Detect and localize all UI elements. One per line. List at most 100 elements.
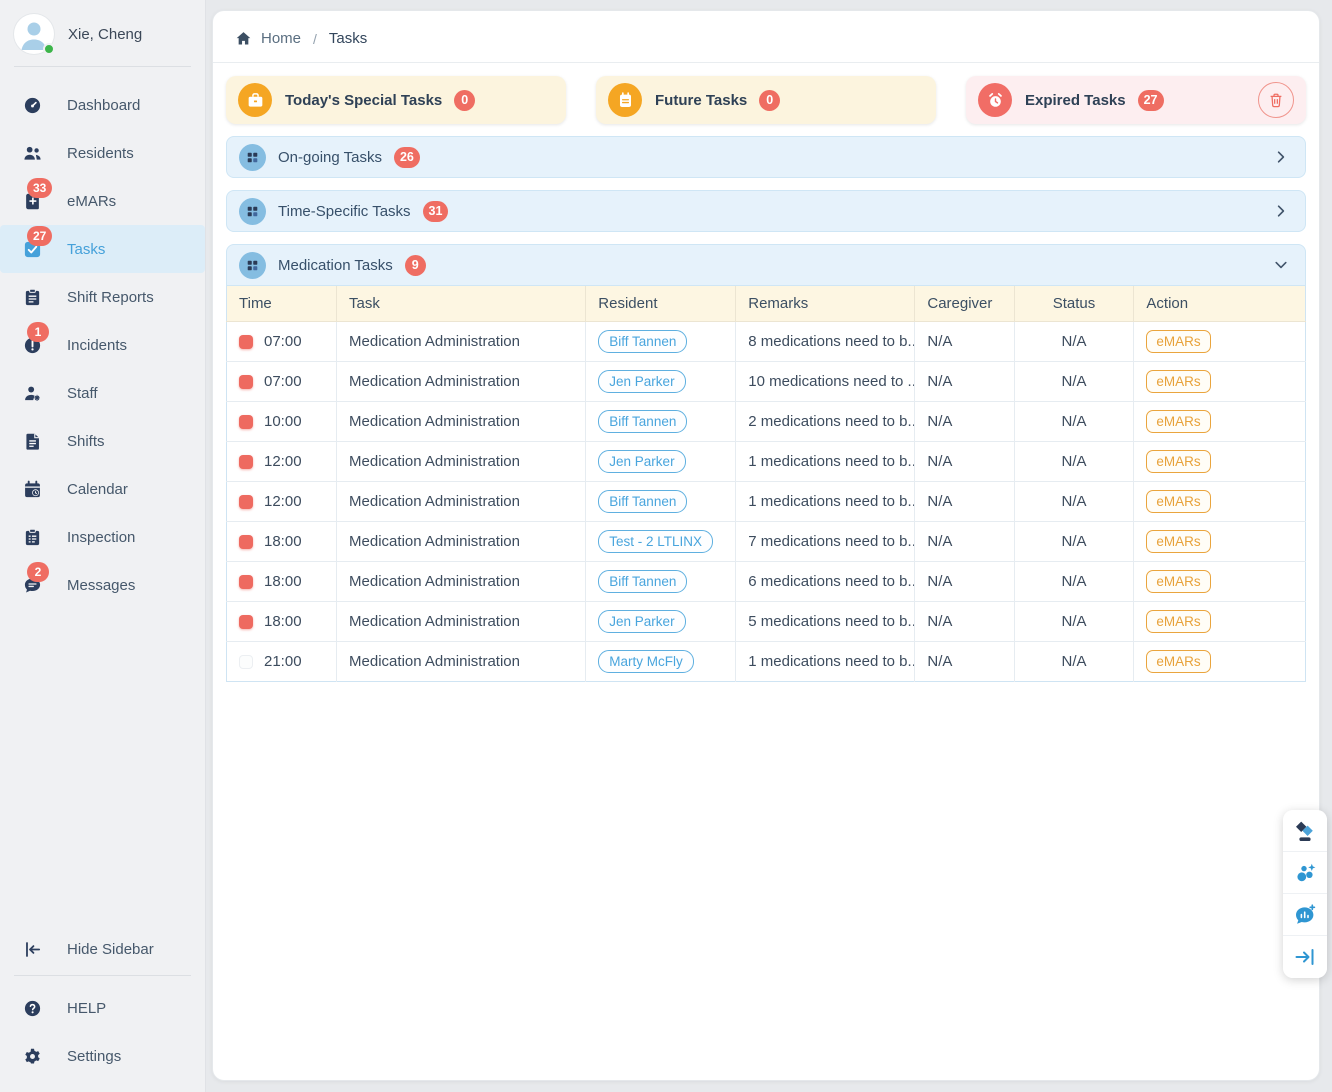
cell-resident: Jen Parker [586,362,736,402]
breadcrumb-home-link[interactable]: Home [261,30,301,47]
task-status-square-filled[interactable] [239,335,253,349]
expired-tasks-card[interactable]: Expired Tasks 27 [966,76,1306,124]
card-title: Future Tasks [655,92,747,109]
section-count-badge: 31 [423,201,449,222]
emars-action-button[interactable]: eMARs [1146,370,1210,393]
ltlinx-widget-button[interactable] [1283,810,1327,852]
cell-status: N/A [1014,482,1134,522]
task-status-square-empty[interactable] [239,655,253,669]
cell-caregiver: N/A [915,442,1014,482]
page: Xie, Cheng DashboardResidents33eMARs27Ta… [0,0,1332,1092]
user-name: Xie, Cheng [68,26,142,43]
task-status-square-filled[interactable] [239,455,253,469]
todays-special-tasks-card[interactable]: Today's Special Tasks 0 [226,76,566,124]
sidebar-item-label: HELP [67,1000,106,1017]
sidebar-item-dashboard[interactable]: Dashboard [0,81,205,129]
table-row: 10:00Medication AdministrationBiff Tanne… [227,402,1306,442]
delete-expired-tasks-button[interactable] [1258,82,1294,118]
task-status-square-filled[interactable] [239,415,253,429]
section-title: On-going Tasks [278,149,382,166]
cell-task: Medication Administration [337,322,586,362]
shift-reports-icon [22,287,42,307]
cell-status: N/A [1014,522,1134,562]
cell-resident: Jen Parker [586,602,736,642]
task-status-square-filled[interactable] [239,615,253,629]
emars-action-button[interactable]: eMARs [1146,650,1210,673]
ai-assistant-button[interactable] [1283,852,1327,894]
task-status-square-filled[interactable] [239,375,253,389]
sidebar-item-label: Staff [67,385,98,402]
help-icon [22,998,42,1018]
column-header-resident: Resident [586,286,736,322]
task-time: 18:00 [264,573,302,590]
sidebar-item-hide-sidebar[interactable]: Hide Sidebar [0,925,205,973]
sidebar-item-calendar[interactable]: Calendar [0,465,205,513]
sidebar-item-incidents[interactable]: 1Incidents [0,321,205,369]
alarm-icon [978,83,1012,117]
sidebar-badge: 2 [27,562,49,582]
resident-link-button[interactable]: Biff Tannen [598,330,687,353]
inspection-icon [22,527,42,547]
resident-link-button[interactable]: Biff Tannen [598,410,687,433]
home-icon [235,30,252,47]
collapse-panel-button[interactable] [1283,936,1327,978]
resident-link-button[interactable]: Jen Parker [598,450,685,473]
resident-link-button[interactable]: Test - 2 LTLINX [598,530,713,553]
sidebar-item-shift-reports[interactable]: Shift Reports [0,273,205,321]
emars-action-button[interactable]: eMARs [1146,530,1210,553]
user-profile[interactable]: Xie, Cheng [0,10,205,64]
cell-status: N/A [1014,402,1134,442]
sidebar-item-settings[interactable]: Settings [0,1032,205,1080]
cell-remarks: 10 medications need to ... [736,362,915,402]
task-status-square-filled[interactable] [239,575,253,589]
emars-action-button[interactable]: eMARs [1146,410,1210,433]
feedback-chart-button[interactable] [1283,894,1327,936]
cell-action: eMARs [1134,482,1306,522]
emars-action-button[interactable]: eMARs [1146,610,1210,633]
resident-link-button[interactable]: Biff Tannen [598,570,687,593]
task-time: 18:00 [264,613,302,630]
divider [14,66,191,67]
resident-link-button[interactable]: Marty McFly [598,650,694,673]
task-time: 21:00 [264,653,302,670]
cell-status: N/A [1014,642,1134,682]
cell-caregiver: N/A [915,602,1014,642]
sidebar-item-staff[interactable]: Staff [0,369,205,417]
emars-action-button[interactable]: eMARs [1146,490,1210,513]
collapse-panel-icon [1293,945,1317,969]
card-count-badge: 27 [1138,90,1164,111]
sidebar-item-label: Inspection [67,529,135,546]
emars-action-button[interactable]: eMARs [1146,330,1210,353]
sidebar-item-residents[interactable]: Residents [0,129,205,177]
sidebar-badge: 1 [27,322,49,342]
floating-toolbar [1283,810,1327,978]
emars-action-button[interactable]: eMARs [1146,450,1210,473]
section-medication-tasks[interactable]: Medication Tasks 9 [226,244,1306,286]
hide-sidebar-icon [22,939,42,959]
cell-status: N/A [1014,362,1134,402]
sidebar-item-inspection[interactable]: Inspection [0,513,205,561]
column-header-action: Action [1134,286,1306,322]
cell-status: N/A [1014,322,1134,362]
resident-link-button[interactable]: Jen Parker [598,370,685,393]
task-status-square-filled[interactable] [239,535,253,549]
sidebar-item-help[interactable]: HELP [0,984,205,1032]
sidebar-item-label: Tasks [67,241,105,258]
resident-link-button[interactable]: Biff Tannen [598,490,687,513]
emars-action-button[interactable]: eMARs [1146,570,1210,593]
sidebar-item-shifts[interactable]: Shifts [0,417,205,465]
ltlinx-widget-icon [1293,819,1317,843]
task-status-square-filled[interactable] [239,495,253,509]
section-time-specific-tasks[interactable]: Time-Specific Tasks 31 [226,190,1306,232]
future-tasks-card[interactable]: Future Tasks 0 [596,76,936,124]
agenda-icon [608,83,642,117]
section-ongoing-tasks[interactable]: On-going Tasks 26 [226,136,1306,178]
sidebar-item-emars[interactable]: 33eMARs [0,177,205,225]
residents-icon [22,143,42,163]
sidebar-item-tasks[interactable]: 27Tasks [0,225,205,273]
table-row: 18:00Medication AdministrationTest - 2 L… [227,522,1306,562]
sidebar-item-messages[interactable]: 2Messages [0,561,205,609]
task-time: 07:00 [264,333,302,350]
table-row: 12:00Medication AdministrationJen Parker… [227,442,1306,482]
resident-link-button[interactable]: Jen Parker [598,610,685,633]
